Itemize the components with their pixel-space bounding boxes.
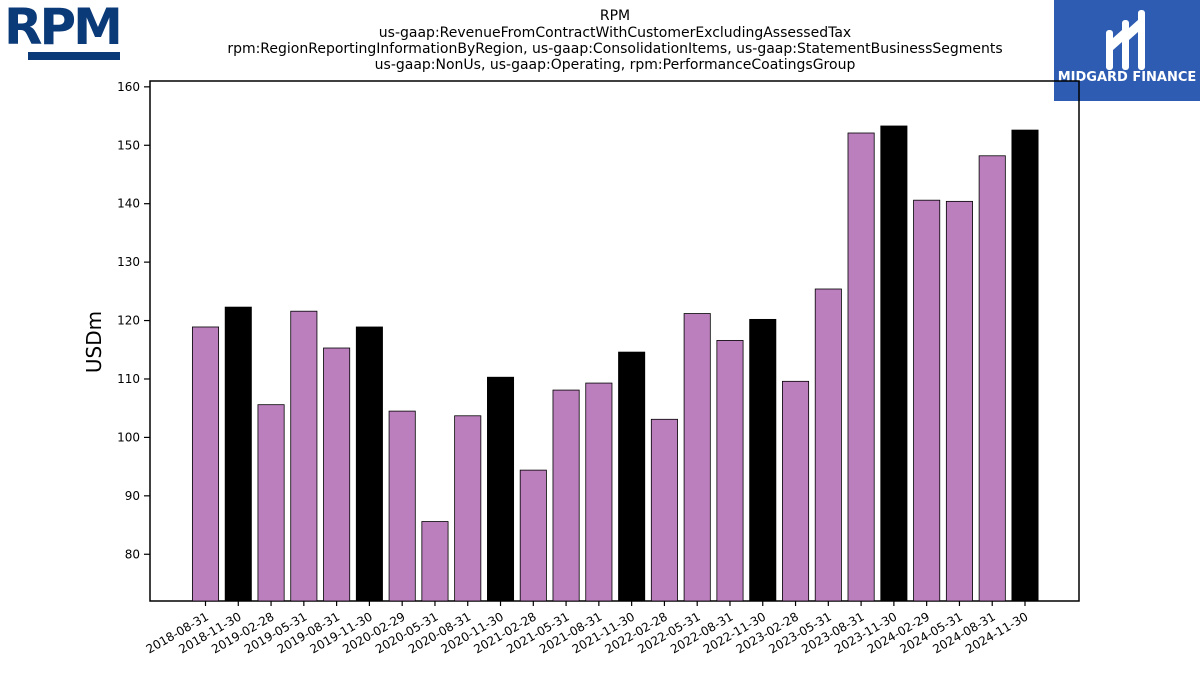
- y-tick-label: 160: [117, 80, 140, 94]
- plot-area: [149, 80, 1080, 602]
- y-tick-label: 140: [117, 197, 140, 211]
- y-tick-label: 120: [117, 314, 140, 328]
- rpm-logo-text: RPM: [4, 0, 120, 56]
- y-axis-label: USDm: [82, 311, 106, 373]
- y-tick-label: 130: [117, 255, 140, 269]
- bar-2021-02-28: [519, 469, 547, 602]
- y-tick-label: 80: [125, 547, 140, 561]
- bar-2020-08-31: [454, 415, 482, 602]
- bar-2023-08-31: [847, 132, 875, 602]
- midgard-logo-text: MIDGARD FINANCE: [1058, 70, 1197, 85]
- title-line-4: us-gaap:NonUs, us-gaap:Operating, rpm:Pe…: [375, 57, 856, 73]
- bar-2022-02-28: [650, 418, 678, 602]
- bar-2019-05-31: [290, 310, 318, 602]
- y-axis: 80 90 100 110 120 130 140 150 160: [117, 80, 150, 561]
- bar-2021-11-30: [618, 351, 646, 602]
- bar-2019-02-28: [257, 404, 285, 602]
- bar-2021-05-31: [552, 389, 580, 602]
- midgard-mark-icon: [1106, 10, 1145, 70]
- title-line-1: RPM: [600, 8, 630, 24]
- bar-2020-02-29: [388, 410, 416, 602]
- bar-2024-02-29: [913, 199, 941, 602]
- bar-2022-11-30: [749, 318, 777, 602]
- title-line-3: rpm:RegionReportingInformationByRegion, …: [227, 41, 1002, 57]
- bar-2018-08-31: [191, 326, 220, 602]
- bar-2020-11-30: [487, 376, 515, 602]
- bar-2023-05-31: [814, 288, 842, 602]
- title-line-2: us-gaap:RevenueFromContractWithCustomerE…: [379, 25, 851, 41]
- rpm-logo: RPM: [4, 0, 123, 60]
- bar-2024-11-30: [1011, 129, 1039, 602]
- y-tick-label: 90: [125, 489, 140, 503]
- bar-2024-08-31: [978, 155, 1006, 602]
- bar-2021-08-31: [585, 382, 613, 602]
- bar-2019-11-30: [355, 326, 383, 602]
- y-tick-label: 100: [117, 430, 140, 444]
- bar-2018-11-30: [224, 306, 252, 602]
- bar-2024-05-31: [945, 200, 973, 602]
- bar-2023-02-28: [782, 380, 810, 602]
- bars: [191, 125, 1039, 602]
- rpm-logo-underline: [28, 52, 120, 60]
- bar-2023-11-30: [880, 125, 908, 602]
- y-tick-label: 150: [117, 138, 140, 152]
- x-axis: 2018-08-312018-11-302019-02-282019-05-31…: [144, 601, 1031, 656]
- bar-2022-08-31: [716, 340, 744, 602]
- y-tick-label: 110: [117, 372, 140, 386]
- bar-2022-05-31: [683, 313, 711, 602]
- bar-2020-05-31: [421, 521, 449, 602]
- midgard-finance-logo: MIDGARD FINANCE: [1054, 0, 1200, 101]
- bar-2019-08-31: [323, 347, 351, 602]
- chart-title: RPM us-gaap:RevenueFromContractWithCusto…: [227, 8, 1002, 73]
